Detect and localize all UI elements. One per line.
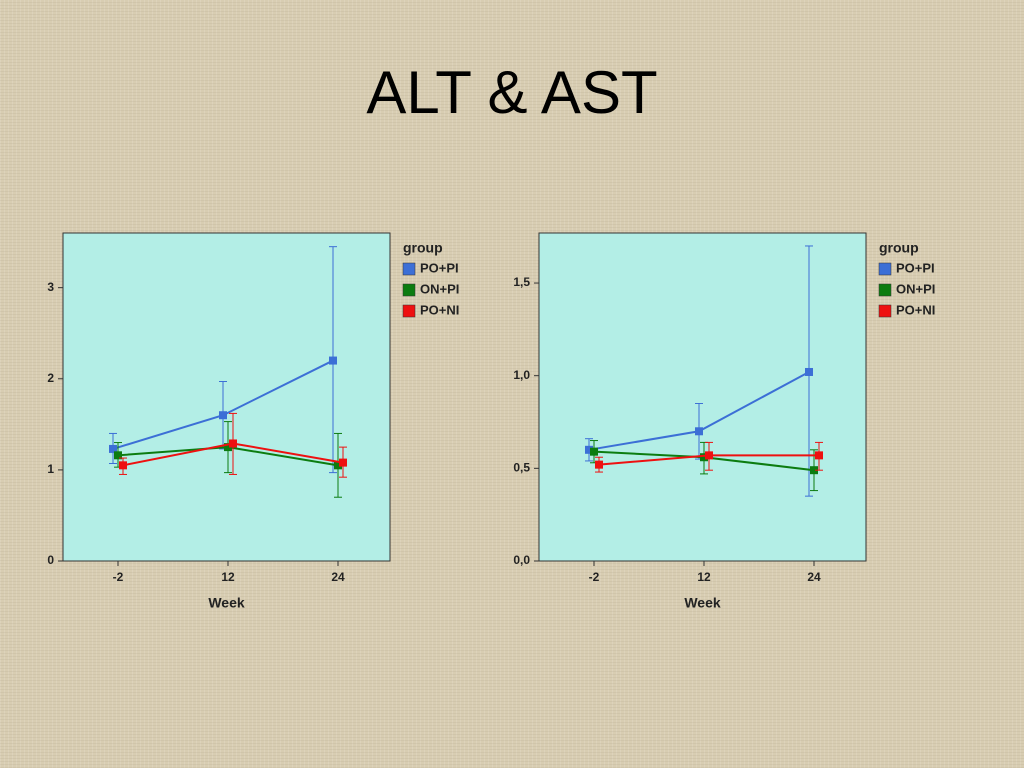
plot-area xyxy=(538,232,867,562)
point xyxy=(109,444,117,453)
y-tick-label: 1 xyxy=(47,462,54,476)
legend-swatch xyxy=(402,304,416,318)
x-axis-label: Week xyxy=(684,595,721,611)
slide-title: ALT & AST xyxy=(366,59,657,126)
point xyxy=(224,443,232,452)
y-tick-label: 0,5 xyxy=(513,461,530,475)
x-axis-label: Week xyxy=(208,595,245,611)
point xyxy=(339,458,347,467)
x-tick-label: -2 xyxy=(589,570,600,584)
x-tick-label: 24 xyxy=(807,570,821,584)
point xyxy=(219,411,227,420)
point xyxy=(805,367,813,376)
legend-title: group xyxy=(403,240,443,256)
x-tick-label: -2 xyxy=(113,570,124,584)
legend-swatch xyxy=(878,283,892,297)
x-tick-label: 12 xyxy=(697,570,711,584)
legend-label: PO+NI xyxy=(420,302,459,317)
point xyxy=(695,427,703,436)
point xyxy=(810,466,818,475)
legend-title: group xyxy=(879,240,919,256)
y-tick-label: 0,0 xyxy=(513,553,530,567)
point xyxy=(334,461,342,470)
y-tick-label: 1,0 xyxy=(513,368,530,382)
x-tick-label: 24 xyxy=(331,570,345,584)
legend-swatch xyxy=(878,262,892,276)
point xyxy=(585,445,593,454)
y-tick-label: 3 xyxy=(47,280,54,294)
legend-label: PO+NI xyxy=(896,302,935,317)
point xyxy=(595,460,603,469)
y-tick-label: 0 xyxy=(47,553,54,567)
x-tick-label: 12 xyxy=(221,570,235,584)
y-tick-label: 2 xyxy=(47,371,54,385)
y-tick-label: 1,5 xyxy=(513,275,530,289)
plot-area xyxy=(62,232,391,562)
legend-label: PO+PI xyxy=(896,260,935,275)
legend-label: ON+PI xyxy=(896,281,935,296)
point xyxy=(700,453,708,462)
point xyxy=(329,356,337,365)
chart: 0,0 0,5 1,0 1,5 -2 12 24 Week group PO+PI ON+PI PO+… xyxy=(513,232,935,611)
point xyxy=(815,451,823,460)
point xyxy=(705,451,713,460)
point xyxy=(229,439,237,448)
legend-swatch xyxy=(402,283,416,297)
point xyxy=(590,447,598,456)
legend-swatch xyxy=(878,304,892,318)
legend-swatch xyxy=(402,262,416,276)
legend-label: PO+PI xyxy=(420,260,459,275)
point xyxy=(114,451,122,460)
legend-label: ON+PI xyxy=(420,281,459,296)
point xyxy=(119,461,127,470)
